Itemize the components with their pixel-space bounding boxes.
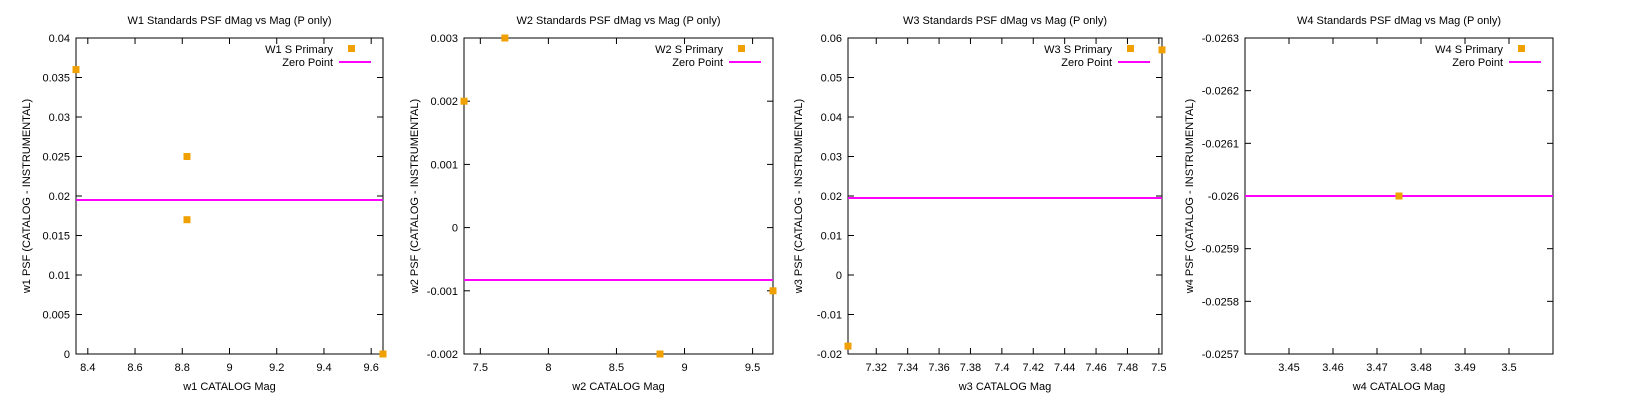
chart-2-x-tick-label: 8.5 — [609, 362, 624, 374]
chart-1-x-tick-label: 9 — [226, 362, 232, 374]
chart-2-plot-frame — [463, 37, 774, 355]
chart-4-x-tick-label: 3.5 — [1501, 362, 1516, 374]
chart-3-y-tick-label: 0.05 — [821, 73, 842, 85]
chart-3-x-tick-label: 7.38 — [960, 362, 981, 374]
chart-2-x-tick-label: 9.5 — [745, 362, 760, 374]
chart-3-legend-swatch-primary — [1127, 45, 1134, 52]
chart-2-y-tick-label: 0.001 — [430, 159, 458, 171]
chart-3-data-point — [1158, 46, 1166, 54]
chart-3-x-tick-label: 7.34 — [897, 362, 918, 374]
chart-2-y-tick-label: 0.003 — [430, 33, 458, 45]
chart-3-y-axis-label: w3 PSF (CATALOG - INSTRUMENTAL) — [793, 99, 805, 294]
chart-2-x-tick-label: 7.5 — [473, 362, 488, 374]
chart-4-legend-label-zero-point: Zero Point — [1452, 57, 1503, 69]
chart-3-y-tick-label: 0 — [836, 270, 842, 282]
chart-1-y-tick-label: 0.01 — [49, 270, 70, 282]
chart-3-legend-label-zero-point: Zero Point — [1061, 57, 1112, 69]
chart-3-legend-label-primary: W3 S Primary — [1044, 44, 1112, 56]
chart-2-x-tick-label: 8 — [545, 362, 551, 374]
chart-1-y-axis-label: w1 PSF (CATALOG - INSTRUMENTAL) — [21, 99, 33, 294]
chart-1-legend-label-primary: W1 S Primary — [265, 44, 333, 56]
chart-1-data-point — [72, 66, 80, 74]
chart-1-x-tick-label: 9.4 — [316, 362, 331, 374]
chart-3-x-tick-label: 7.4 — [994, 362, 1009, 374]
chart-3-x-tick-label: 7.5 — [1151, 362, 1166, 374]
chart-3-x-tick-label: 7.36 — [928, 362, 949, 374]
chart-1-x-tick-label: 8.4 — [80, 362, 95, 374]
chart-2-y-tick-label: -0.002 — [427, 349, 458, 361]
chart-3-title: W3 Standards PSF dMag vs Mag (P only) — [903, 15, 1107, 27]
chart-1-legend-label-zero-point: Zero Point — [282, 57, 333, 69]
chart-1-x-axis-label: w1 CATALOG Mag — [182, 381, 276, 393]
chart-3-y-tick-label: 0.03 — [821, 152, 842, 164]
chart-4-y-tick-label: -0.0257 — [1202, 349, 1239, 361]
chart-2-legend-swatch-primary — [738, 45, 745, 52]
chart-1-title: W1 Standards PSF dMag vs Mag (P only) — [128, 15, 332, 27]
chart-4-y-tick-label: -0.0262 — [1202, 86, 1239, 98]
chart-3-x-tick-label: 7.48 — [1117, 362, 1138, 374]
chart-4-y-axis-label: w4 PSF (CATALOG - INSTRUMENTAL) — [1184, 99, 1196, 294]
chart-2-x-tick-label: 9 — [681, 362, 687, 374]
chart-4-y-tick-label: -0.0263 — [1202, 33, 1239, 45]
chart-3-y-tick-label: 0.06 — [821, 33, 842, 45]
chart-3-x-tick-label: 7.42 — [1023, 362, 1044, 374]
chart-4-y-tick-label: -0.026 — [1208, 191, 1239, 203]
chart-3-x-tick-label: 7.32 — [866, 362, 887, 374]
chart-3-y-tick-label: 0.01 — [821, 231, 842, 243]
chart-2-data-point — [460, 97, 468, 105]
chart-3-y-tick-label: 0.04 — [821, 112, 842, 124]
chart-4-legend-swatch-primary — [1518, 45, 1525, 52]
chart-3-x-tick-label: 7.44 — [1054, 362, 1075, 374]
chart-4-x-tick-label: 3.48 — [1410, 362, 1431, 374]
chart-4-data-point — [1395, 192, 1403, 200]
chart-1-y-tick-label: 0.035 — [42, 73, 70, 85]
chart-2-data-point — [769, 287, 777, 295]
chart-1-data-point — [183, 216, 191, 224]
chart-1-y-tick-label: 0.04 — [49, 33, 70, 45]
chart-3-x-tick-label: 7.46 — [1085, 362, 1106, 374]
chart-2-data-point — [656, 350, 664, 358]
chart-3-y-tick-label: 0.02 — [821, 191, 842, 203]
chart-1-y-tick-label: 0.02 — [49, 191, 70, 203]
chart-4-x-axis-label: w4 CATALOG Mag — [1352, 381, 1446, 393]
chart-1-data-point — [183, 153, 191, 160]
chart-4-x-tick-label: 3.47 — [1366, 362, 1387, 374]
chart-1-x-tick-label: 9.2 — [269, 362, 284, 374]
chart-4-x-tick-label: 3.46 — [1322, 362, 1343, 374]
chart-1-x-tick-label: 9.6 — [364, 362, 379, 374]
chart-4-y-tick-label: -0.0259 — [1202, 244, 1239, 256]
chart-3-x-axis-label: w3 CATALOG Mag — [958, 381, 1052, 393]
chart-1-y-tick-label: 0.03 — [49, 112, 70, 124]
chart-4-title: W4 Standards PSF dMag vs Mag (P only) — [1297, 15, 1501, 27]
chart-1-legend-swatch-primary — [348, 45, 355, 52]
chart-2-x-axis-label: w2 CATALOG Mag — [571, 381, 665, 393]
chart-2-title: W2 Standards PSF dMag vs Mag (P only) — [517, 15, 721, 27]
chart-3-plot-frame — [847, 37, 1163, 355]
chart-2-y-axis-label: w2 PSF (CATALOG - INSTRUMENTAL) — [409, 99, 421, 294]
chart-4-x-tick-label: 3.45 — [1278, 362, 1299, 374]
chart-3-y-tick-label: -0.02 — [817, 349, 842, 361]
chart-3-y-tick-label: -0.01 — [817, 310, 842, 322]
chart-4-x-tick-label: 3.49 — [1454, 362, 1475, 374]
chart-4-y-tick-label: -0.0258 — [1202, 296, 1239, 308]
chart-1-data-point — [379, 350, 387, 358]
chart-1-y-tick-label: 0.025 — [42, 152, 70, 164]
chart-1-y-tick-label: 0 — [64, 349, 70, 361]
chart-2-data-point — [501, 34, 509, 42]
chart-1-y-tick-label: 0.015 — [42, 231, 70, 243]
chart-4-y-tick-label: -0.0261 — [1202, 138, 1239, 150]
chart-1-plot-frame — [75, 37, 384, 355]
chart-2-y-tick-label: 0.002 — [430, 96, 458, 108]
chart-2-legend-label-zero-point: Zero Point — [672, 57, 723, 69]
chart-2-legend-label-primary: W2 S Primary — [655, 44, 723, 56]
chart-2-y-tick-label: 0 — [452, 223, 458, 235]
chart-1-x-tick-label: 8.6 — [127, 362, 142, 374]
chart-1-y-tick-label: 0.005 — [42, 310, 70, 322]
chart-2-y-tick-label: -0.001 — [427, 286, 458, 298]
chart-1-x-tick-label: 8.8 — [175, 362, 190, 374]
chart-4-legend-label-primary: W4 S Primary — [1435, 44, 1503, 56]
chart-3-data-point — [844, 342, 852, 350]
